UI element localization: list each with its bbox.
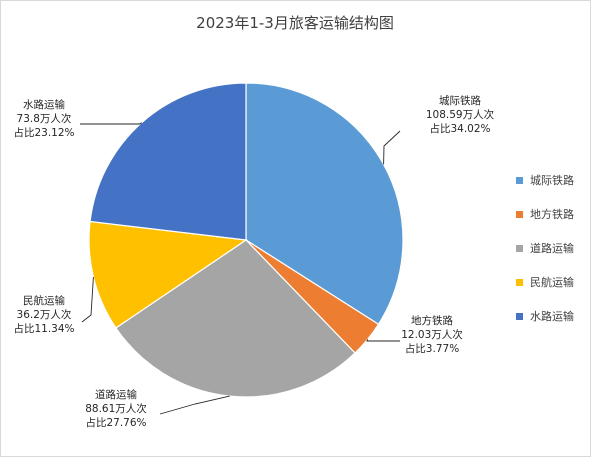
- legend-swatch-民航运输: [516, 279, 523, 286]
- data-label-name-民航运输: 民航运输: [23, 294, 65, 307]
- data-label-percent-城际铁路: 占比34.02%: [429, 122, 490, 135]
- legend-label-水路运输: 水路运输: [530, 309, 574, 323]
- pie-slice-民航运输: [88, 220, 248, 329]
- leader-line-道路运输: [159, 395, 230, 415]
- data-label-value-城际铁路: 108.59万人次: [426, 108, 495, 121]
- legend-label-民航运输: 民航运输: [530, 275, 574, 289]
- leader-lines: [80, 122, 401, 415]
- legend-swatch-水路运输: [516, 313, 523, 320]
- data-label-value-道路运输: 88.61万人次: [85, 402, 147, 415]
- data-label-name-城际铁路: 城际铁路: [439, 94, 481, 107]
- pie-slices: [88, 82, 404, 398]
- data-label-name-地方铁路: 地方铁路: [411, 314, 453, 327]
- legend-swatch-地方铁路: [516, 211, 523, 218]
- data-label-value-民航运输: 36.2万人次: [17, 308, 72, 321]
- leader-line-民航运输: [81, 276, 94, 323]
- legend-swatch-道路运输: [516, 245, 523, 252]
- chart-title: 2023年1-3月旅客运输结构图: [196, 14, 394, 32]
- legend-label-地方铁路: 地方铁路: [530, 207, 574, 221]
- leader-line-地方铁路: [366, 339, 400, 342]
- legend-label-道路运输: 道路运输: [530, 241, 574, 255]
- data-label-name-水路运输: 水路运输: [23, 98, 65, 111]
- data-label-percent-水路运输: 占比23.12%: [13, 126, 74, 139]
- data-label-percent-地方铁路: 占比3.77%: [405, 342, 459, 355]
- legend-swatch-城际铁路: [516, 177, 523, 184]
- legend-label-城际铁路: 城际铁路: [530, 174, 574, 187]
- data-label-name-道路运输: 道路运输: [95, 388, 137, 401]
- leader-line-城际铁路: [383, 130, 401, 165]
- data-label-percent-道路运输: 占比27.76%: [85, 416, 146, 429]
- data-label-percent-民航运输: 占比11.34%: [13, 322, 74, 335]
- pie-slice-城际铁路: [245, 82, 404, 326]
- leader-line-水路运输: [80, 122, 142, 125]
- pie-slice-道路运输: [115, 239, 356, 398]
- data-label-value-水路运输: 73.8万人次: [17, 112, 72, 125]
- pie-slice-水路运输: [89, 82, 247, 241]
- data-label-value-地方铁路: 12.03万人次: [401, 328, 463, 341]
